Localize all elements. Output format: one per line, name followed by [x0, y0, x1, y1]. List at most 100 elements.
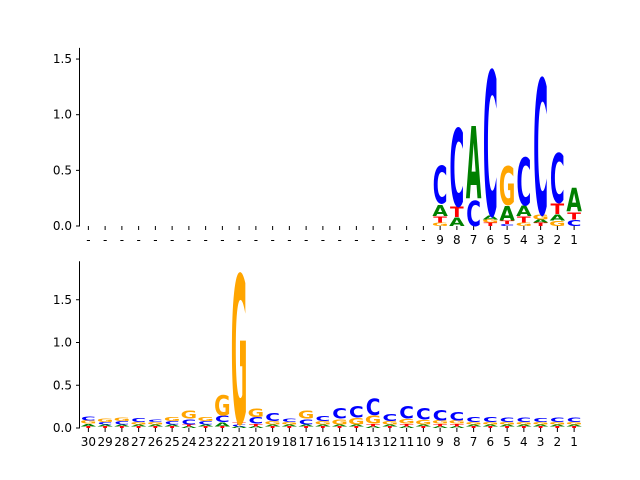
- logo-letter-A: A: [315, 424, 331, 426]
- logo-letter-T: T: [149, 426, 163, 428]
- logo-letter-C: C: [98, 422, 113, 426]
- x-tick-label: -: [337, 233, 341, 247]
- x-tick-label: 25: [164, 435, 179, 449]
- logo-letter-T: T: [216, 426, 230, 428]
- logo-letter-T: T: [182, 424, 196, 426]
- logo-letter-A: A: [416, 424, 432, 426]
- logo-letter-C: C: [567, 218, 582, 228]
- logo-letter-T: T: [433, 215, 447, 225]
- logo-letter-A: A: [533, 219, 550, 224]
- logo-letter-T: T: [500, 426, 514, 428]
- x-tick-label: 2: [554, 435, 562, 449]
- logo-letter-G: G: [130, 422, 146, 426]
- logo-letter-G: G: [231, 236, 247, 472]
- logo-letter-A: A: [81, 424, 98, 428]
- logo-letter-T: T: [517, 426, 531, 428]
- logo-letter-G: G: [365, 414, 381, 427]
- x-tick-label: 19: [265, 435, 280, 449]
- logo-letter-T: T: [283, 426, 297, 428]
- logo-letter-G: G: [532, 422, 548, 426]
- x-tick-label: 14: [349, 435, 364, 449]
- y-tick-label: 1.0: [53, 108, 72, 122]
- logo-letter-G: G: [197, 416, 213, 422]
- x-tick-label: -: [136, 233, 140, 247]
- x-tick-label: 1: [570, 435, 578, 449]
- y-tick-label: 0.5: [53, 163, 72, 177]
- x-tick-label: -: [354, 233, 358, 247]
- logo-letter-T: T: [199, 426, 213, 428]
- logo-letter-G: G: [549, 220, 565, 228]
- logo-letter-A: A: [533, 424, 549, 426]
- logo-letter-C: C: [533, 44, 548, 259]
- logo-letter-C: C: [299, 418, 314, 427]
- y-tick-label: 1.0: [53, 336, 72, 350]
- logo-letter-T: T: [450, 424, 464, 428]
- logo-letter-C: C: [81, 416, 96, 422]
- logo-letter-A: A: [265, 424, 281, 426]
- logo-letter-T: T: [417, 426, 431, 428]
- logo-letter-T: T: [266, 426, 280, 428]
- logo-letter-G: G: [398, 418, 414, 426]
- logo-letter-G: G: [248, 406, 264, 420]
- x-tick-label: 18: [282, 435, 297, 449]
- logo-letter-C: C: [182, 418, 197, 427]
- logo-letter-G: G: [298, 409, 314, 422]
- logo-letter-A: A: [365, 426, 381, 428]
- logo-letter-C: C: [198, 421, 213, 426]
- logo-letter-C: C: [399, 404, 414, 423]
- logo-letter-G: G: [147, 422, 163, 426]
- y-tick-label: 1.5: [53, 52, 72, 66]
- logo-letter-A: A: [566, 424, 582, 426]
- logo-letter-C: C: [483, 33, 498, 262]
- logo-letter-C: C: [366, 395, 381, 421]
- logo-letter-C: C: [483, 415, 498, 424]
- x-tick-label: -: [371, 233, 375, 247]
- x-tick-label: 7: [470, 435, 478, 449]
- x-tick-label: 21: [231, 435, 246, 449]
- logo-letter-C: C: [450, 410, 465, 424]
- logo-letter-T: T: [165, 426, 179, 428]
- logo-letter-G: G: [214, 390, 230, 422]
- x-tick-label: 10: [416, 435, 431, 449]
- y-tick-label: 0.5: [53, 378, 72, 392]
- logo-letter-G: G: [80, 420, 96, 425]
- logo-letter-G: G: [532, 213, 548, 221]
- logo-letter-G: G: [264, 421, 280, 426]
- logo-letter-A: A: [181, 426, 197, 428]
- y-tick-label: 1.5: [53, 293, 72, 307]
- logo-letter-A: A: [382, 424, 398, 426]
- x-tick-label: 16: [315, 435, 330, 449]
- logo-letter-G: G: [432, 420, 448, 425]
- logo-letter-A: A: [282, 424, 298, 426]
- logo-letter-C: C: [215, 414, 230, 424]
- logo-letter-G: G: [315, 421, 331, 426]
- logo-letter-G: G: [97, 418, 113, 423]
- logo-letter-T: T: [249, 424, 263, 428]
- logo-letter-A: A: [198, 424, 214, 426]
- x-tick-label: -: [237, 233, 241, 247]
- logo-letter-C: C: [249, 416, 264, 426]
- x-tick-label: -: [254, 233, 258, 247]
- logo-letter-A: A: [399, 426, 415, 428]
- logo-letter-T: T: [232, 423, 246, 425]
- logo-letter-T: T: [467, 426, 481, 428]
- logo-letter-C: C: [416, 405, 431, 424]
- logo-letter-T: T: [316, 426, 330, 428]
- logo-letter-T: T: [383, 426, 397, 428]
- x-tick-label: 6: [487, 233, 495, 247]
- logo-letter-A: A: [499, 424, 515, 426]
- x-tick-label: 24: [181, 435, 196, 449]
- logo-letter-C: C: [517, 416, 532, 424]
- logo-letter-A: A: [248, 426, 264, 428]
- x-tick-label: 5: [503, 435, 511, 449]
- logo-letter-C: C: [165, 421, 180, 426]
- x-tick-label: 9: [436, 435, 444, 449]
- y-tick-label: 0.0: [53, 219, 72, 233]
- x-tick-label: -: [287, 233, 291, 247]
- x-tick-label: 6: [487, 435, 495, 449]
- logo-letter-C: C: [500, 416, 515, 424]
- x-tick-label: -: [388, 233, 392, 247]
- logo-letter-C: C: [433, 408, 448, 424]
- logo-letter-A: A: [114, 424, 130, 426]
